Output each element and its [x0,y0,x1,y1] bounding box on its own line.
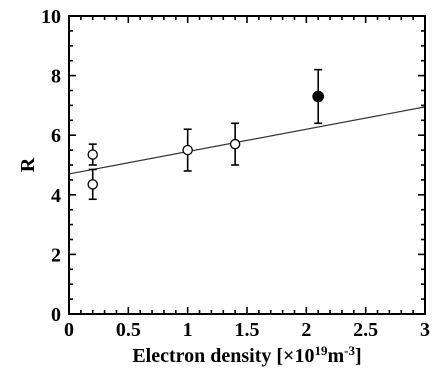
filled-circle-marker [312,90,325,103]
data-point [312,68,325,125]
open-circle-marker [229,138,241,150]
data-point [229,122,241,166]
x-tick-label: 1.5 [235,319,260,341]
open-circle-marker [87,149,98,160]
y-axis-title: R [17,157,39,172]
y-tick-label: 10 [41,6,61,28]
axis-ticks [68,15,426,315]
data-point [182,128,193,172]
fit-line-layer [68,106,426,175]
y-tick-label: 8 [51,66,61,88]
x-tick-label: 1 [183,319,193,341]
y-tick-label: 4 [51,185,61,207]
x-tick-label: 2 [301,319,311,341]
open-circle-marker [182,144,193,156]
y-tick-label: 0 [51,304,61,326]
x-tick-label: 2.5 [353,319,378,341]
x-tick-label: 3 [420,319,430,341]
data-point [87,168,98,201]
open-circle-marker [87,179,98,190]
plot-frame [68,15,426,315]
x-tick-label: 0 [64,319,74,341]
x-axis-title: Electron density [×1019m-3] [132,343,361,368]
tick-labels-layer: 0 0.5 1 1.5 2 2.5 3 0 2 4 6 8 10 [41,6,430,341]
data-point [87,143,98,166]
y-tick-label: 6 [51,125,61,147]
fit-line [68,106,426,175]
y-tick-label: 2 [51,244,61,266]
x-tick-label: 0.5 [116,319,141,341]
data-points-layer [87,68,325,201]
